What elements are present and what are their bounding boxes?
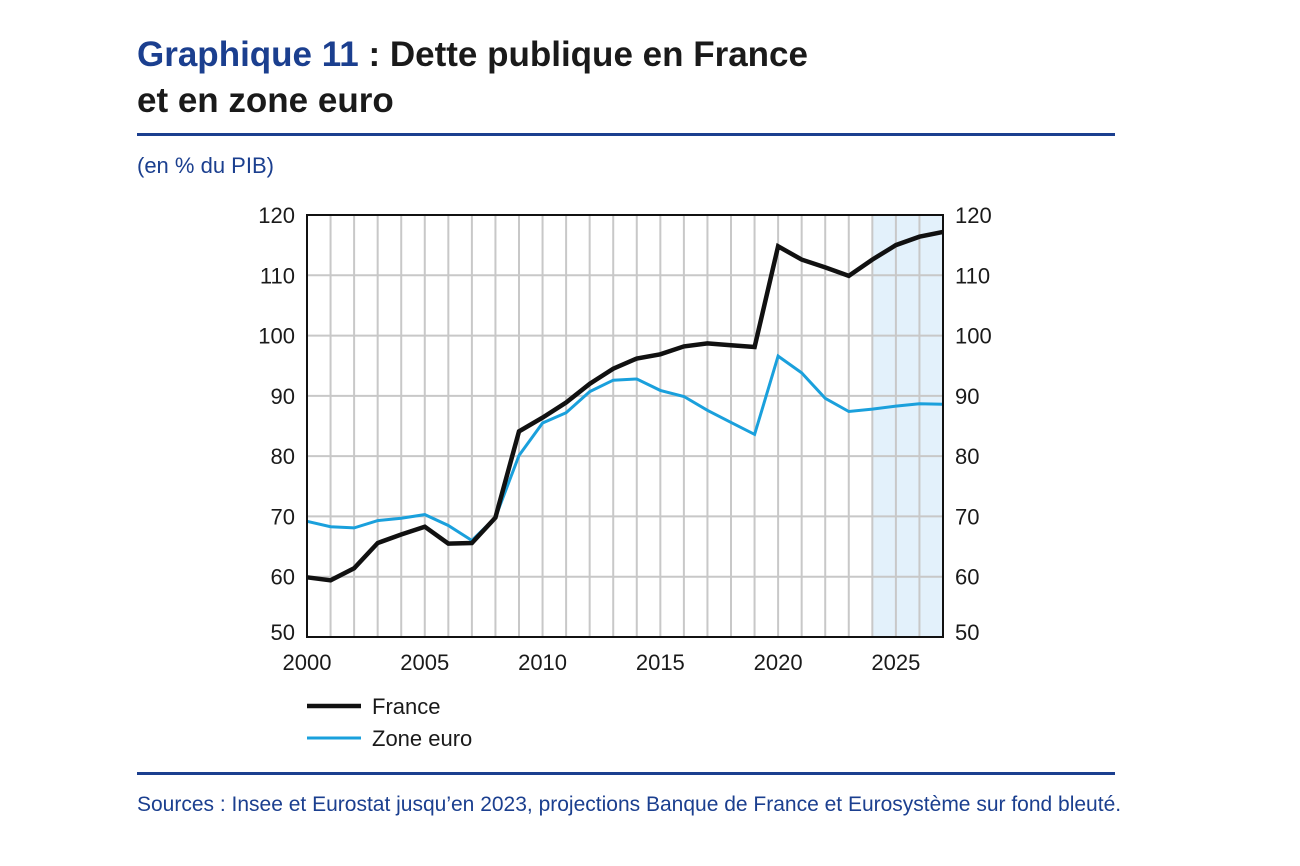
sources-note: Sources : Insee et Eurostat jusqu’en 202…	[137, 793, 1122, 816]
y-tick-label-right: 60	[955, 565, 979, 590]
projection-shading	[872, 215, 943, 637]
series-line-france	[306, 229, 944, 583]
unit-label: (en % du PIB)	[137, 153, 274, 178]
x-tick-label: 2010	[518, 650, 567, 675]
legend-zone-euro-label: Zone euro	[372, 726, 472, 751]
plot-frame	[306, 214, 944, 638]
y-tick-label-left: 110	[260, 263, 295, 288]
y-tick-label-right: 70	[955, 504, 979, 529]
legend-france-label: France	[372, 694, 440, 719]
chart-title-text: : Dette publique en France	[358, 35, 808, 74]
y-tick-label-left: 70	[271, 504, 295, 529]
y-tick-label-left: 50	[271, 620, 295, 645]
title-rule	[137, 133, 1115, 136]
y-tick-label-right: 100	[955, 324, 992, 349]
series-line-zone-euro	[306, 353, 944, 543]
x-tick-label: 2015	[636, 650, 685, 675]
x-tick-label: 2020	[754, 650, 803, 675]
chart-title-line2: et en zone euro	[137, 81, 394, 120]
y-tick-label-left: 60	[271, 565, 295, 590]
chart-number: Graphique 11	[137, 35, 359, 74]
y-tick-label-left: 80	[271, 444, 295, 469]
y-tick-label-left: 120	[258, 203, 295, 228]
y-tick-label-left: 90	[271, 384, 295, 409]
x-tick-label: 2005	[400, 650, 449, 675]
y-tick-label-right: 80	[955, 444, 979, 469]
y-tick-label-right: 120	[955, 203, 992, 228]
y-tick-label-right: 110	[955, 263, 990, 288]
sources-rule	[137, 772, 1115, 775]
x-tick-label: 2025	[871, 650, 920, 675]
y-tick-label-right: 90	[955, 384, 979, 409]
y-tick-label-right: 50	[955, 620, 979, 645]
x-tick-label: 2000	[283, 650, 332, 675]
chart-title: Graphique 11 : Dette publique en France …	[137, 32, 1117, 124]
y-tick-label-left: 100	[258, 324, 295, 349]
